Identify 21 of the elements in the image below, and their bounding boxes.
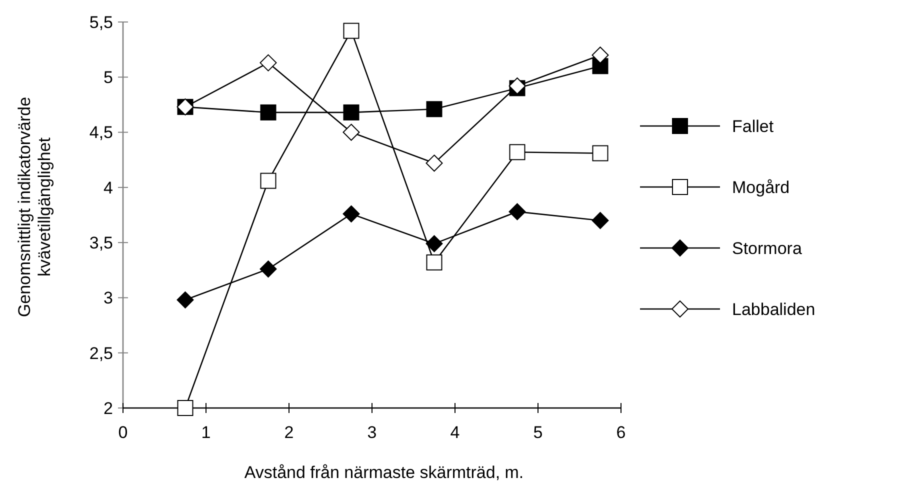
y-tick-label: 3,5 [89,234,113,253]
legend-label: Labbaliden [732,300,816,319]
x-tick-label: 0 [118,423,128,442]
y-tick-label: 2,5 [89,344,113,363]
y-tick-label: 5,5 [89,12,113,32]
y-axis-title: Genomsnittligt indikatorvärde kvävetillgänglighet [15,96,54,318]
x-tick-label: 1 [201,423,211,442]
x-axis-title: Avstånd från närmaste skärmträd, m. [244,463,524,482]
x-tick-label: 3 [367,423,377,442]
y-tick-label: 4 [104,178,113,198]
y-tick-label: 3 [104,288,113,308]
y-tick-label: 2 [104,398,113,418]
x-tick-label: 4 [450,423,460,442]
legend-label: Stormora [732,238,802,258]
x-tick-label: 6 [616,423,626,442]
legend-label: Mogård [732,178,790,197]
y-tick-label: 5 [104,68,113,88]
legend-label: Fallet [732,116,774,136]
x-tick-label: 2 [284,423,294,442]
y-tick-label: 4,5 [89,123,113,142]
x-tick-label: 5 [533,423,543,442]
